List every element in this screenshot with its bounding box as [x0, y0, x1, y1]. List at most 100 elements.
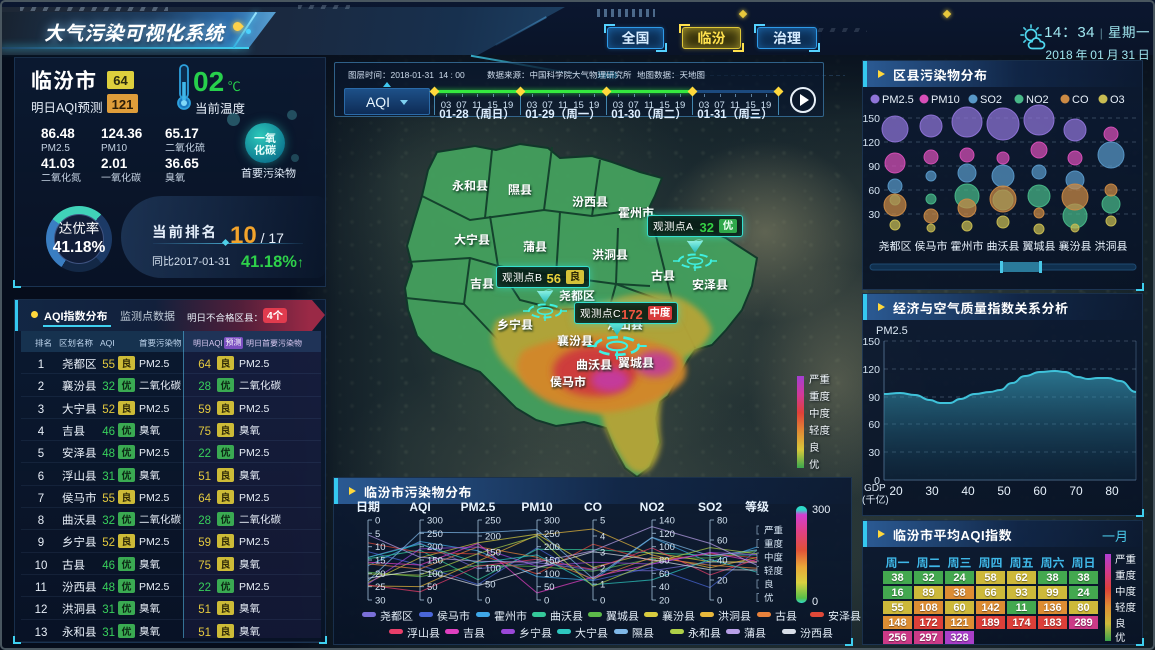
svg-text:40: 40	[717, 553, 728, 567]
svg-text:0: 0	[600, 593, 605, 607]
svg-text:CO: CO	[1072, 91, 1089, 107]
svg-text:NO2: NO2	[640, 498, 665, 515]
svg-text:4: 4	[600, 529, 605, 543]
svg-text:150: 150	[862, 111, 880, 126]
svg-text:20: 20	[659, 593, 670, 607]
svg-text:140: 140	[659, 513, 675, 527]
svg-text:200: 200	[427, 539, 443, 553]
svg-text:50: 50	[427, 579, 438, 593]
svg-text:30: 30	[925, 482, 939, 499]
svg-text:O3: O3	[1110, 91, 1125, 107]
svg-text:80: 80	[1105, 482, 1119, 499]
svg-text:150: 150	[485, 545, 501, 559]
svg-text:20: 20	[717, 573, 728, 587]
svg-text:翼城县: 翼城县	[1023, 238, 1056, 254]
svg-text:70: 70	[1069, 482, 1083, 499]
svg-text:大宁县: 大宁县	[454, 231, 490, 248]
svg-text:2: 2	[600, 561, 605, 575]
svg-text:霍州市: 霍州市	[951, 238, 984, 254]
svg-text:250: 250	[427, 526, 443, 540]
svg-text:0: 0	[485, 593, 490, 607]
svg-text:60: 60	[1033, 482, 1047, 499]
svg-text:1: 1	[600, 577, 605, 591]
svg-text:侯马市: 侯马市	[915, 238, 948, 254]
svg-text:60: 60	[868, 417, 880, 432]
svg-text:300: 300	[427, 513, 443, 527]
svg-text:200: 200	[544, 539, 560, 553]
svg-text:100: 100	[544, 566, 560, 580]
svg-text:50: 50	[997, 482, 1011, 499]
svg-text:0: 0	[717, 593, 722, 607]
svg-text:NO2: NO2	[1026, 91, 1049, 107]
svg-text:60: 60	[717, 533, 728, 547]
svg-text:120: 120	[862, 135, 880, 150]
svg-text:汾西县: 汾西县	[572, 193, 608, 210]
svg-text:0: 0	[427, 593, 432, 607]
svg-text:90: 90	[868, 390, 880, 405]
svg-text:60: 60	[659, 566, 670, 580]
svg-text:尧都区: 尧都区	[559, 287, 595, 304]
svg-text:150: 150	[862, 334, 880, 349]
svg-text:30: 30	[868, 445, 880, 460]
svg-text:100: 100	[659, 539, 675, 553]
svg-text:PM2.5: PM2.5	[461, 498, 496, 515]
svg-text:120: 120	[659, 526, 675, 540]
svg-text:5: 5	[375, 526, 380, 540]
svg-text:300: 300	[544, 513, 560, 527]
svg-text:80: 80	[659, 553, 670, 567]
svg-text:PM2.5: PM2.5	[882, 91, 914, 107]
svg-text:安泽县: 安泽县	[692, 276, 728, 293]
svg-text:30: 30	[375, 593, 386, 607]
svg-text:蒲县: 蒲县	[523, 238, 547, 255]
svg-text:200: 200	[485, 529, 501, 543]
svg-text:100: 100	[485, 561, 501, 575]
svg-text:襄汾县: 襄汾县	[1059, 238, 1092, 254]
svg-text:GDP: GDP	[864, 479, 886, 494]
svg-text:良: 良	[764, 577, 774, 591]
svg-text:250: 250	[544, 526, 560, 540]
svg-text:优: 优	[764, 590, 774, 604]
svg-text:20: 20	[889, 482, 903, 499]
svg-text:40: 40	[961, 482, 975, 499]
svg-text:150: 150	[427, 553, 443, 567]
svg-text:PM10: PM10	[521, 498, 553, 515]
svg-text:80: 80	[717, 513, 728, 527]
svg-text:100: 100	[427, 566, 443, 580]
svg-text:0: 0	[544, 593, 549, 607]
svg-text:洪洞县: 洪洞县	[592, 246, 628, 263]
svg-text:霍州市: 霍州市	[618, 204, 654, 221]
svg-text:等级: 等级	[745, 498, 769, 515]
svg-text:0: 0	[874, 473, 880, 488]
svg-text:SO2: SO2	[698, 498, 722, 515]
svg-text:襄汾县: 襄汾县	[557, 332, 593, 349]
svg-text:3: 3	[600, 545, 605, 559]
svg-text:中度: 中度	[764, 550, 784, 564]
svg-text:曲沃县: 曲沃县	[987, 238, 1020, 254]
svg-text:90: 90	[868, 159, 880, 174]
svg-text:重度: 重度	[764, 536, 784, 550]
svg-text:5: 5	[600, 513, 605, 527]
svg-text:CO: CO	[584, 498, 602, 515]
svg-text:轻度: 轻度	[764, 563, 784, 577]
svg-text:15: 15	[375, 553, 386, 567]
svg-text:(千亿): (千亿)	[862, 491, 889, 506]
svg-text:尧都区: 尧都区	[879, 238, 912, 254]
svg-text:日期: 日期	[356, 498, 380, 515]
svg-text:25: 25	[375, 579, 386, 593]
svg-text:40: 40	[659, 579, 670, 593]
svg-text:20: 20	[375, 566, 386, 580]
svg-text:AQI: AQI	[409, 498, 430, 515]
svg-text:隰县: 隰县	[508, 181, 532, 198]
svg-text:古县: 古县	[651, 267, 675, 284]
svg-text:10: 10	[375, 539, 386, 553]
svg-text:永和县: 永和县	[452, 177, 488, 194]
svg-text:洪洞县: 洪洞县	[1095, 238, 1128, 254]
svg-text:50: 50	[544, 579, 555, 593]
svg-text:曲沃县: 曲沃县	[576, 356, 612, 373]
svg-text:30: 30	[868, 207, 880, 222]
svg-text:0: 0	[375, 513, 380, 527]
svg-text:50: 50	[485, 577, 496, 591]
svg-text:150: 150	[544, 553, 560, 567]
svg-text:250: 250	[485, 513, 501, 527]
svg-text:严重: 严重	[764, 523, 784, 537]
